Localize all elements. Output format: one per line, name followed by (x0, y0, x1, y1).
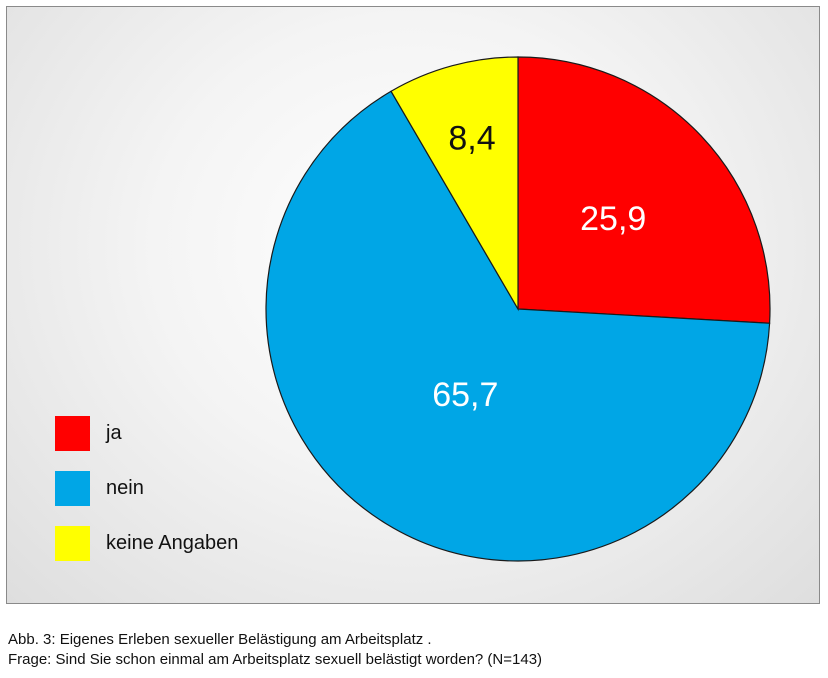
caption-line-2: Frage: Sind Sie schon einmal am Arbeitsp… (8, 651, 543, 668)
legend-item-ja: ja (55, 415, 238, 451)
legend-swatch-ja (55, 415, 90, 451)
pie-chart: 25,9 65,7 8,4 (265, 56, 771, 562)
chart-frame: 25,9 65,7 8,4 ja nein keine Angaben (6, 6, 820, 604)
legend-swatch-keine-angaben (55, 525, 90, 561)
legend-item-nein: nein (55, 470, 238, 506)
legend: ja nein keine Angaben (55, 415, 238, 580)
figure-caption: Abb. 3: Eigenes Erleben sexueller Beläst… (8, 630, 542, 670)
slice-label-ja: 25,9 (580, 200, 646, 238)
pie-slice-ja (517, 56, 771, 324)
slice-label-nein: 65,7 (432, 376, 498, 414)
pie-slice-keine-angaben (390, 56, 519, 312)
pie-slice-nein (265, 90, 771, 562)
slice-label-keine-angaben: 8,4 (448, 120, 495, 158)
legend-label-nein: nein (106, 476, 144, 499)
legend-label-keine-angaben: keine Angaben (106, 531, 239, 554)
legend-swatch-nein (55, 470, 90, 506)
legend-label-ja: ja (106, 421, 122, 444)
legend-item-keine-angaben: keine Angaben (55, 525, 238, 561)
caption-line-1: Abb. 3: Eigenes Erleben sexueller Beläst… (8, 631, 432, 648)
